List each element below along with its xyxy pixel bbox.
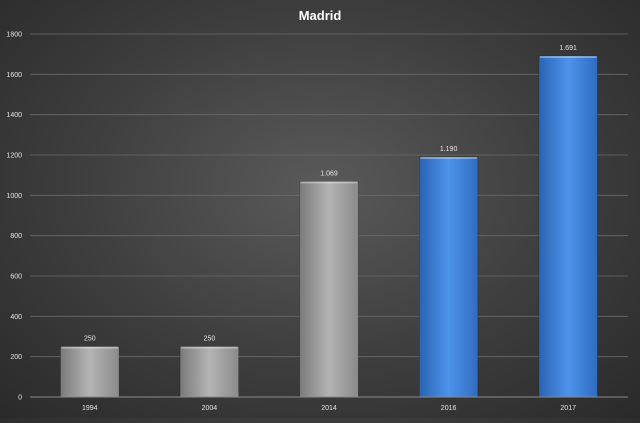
bar-2014 [299, 181, 359, 398]
x-tick-label: 2017 [560, 405, 576, 412]
bar-highlight [420, 157, 477, 160]
bar-2004 [179, 346, 240, 398]
data-label: 1.190 [440, 146, 458, 153]
bar-highlight [300, 181, 358, 184]
bar-highlight [181, 346, 238, 349]
bar-highlight [61, 346, 119, 349]
y-axis-ticks: 0 200 400 600 800 1000 1200 1400 1600 1800 [6, 32, 22, 402]
bar-2016 [418, 156, 479, 398]
y-tick-label: 0 [18, 395, 22, 402]
y-tick-label: 1000 [6, 193, 22, 200]
y-tick-label: 600 [10, 274, 22, 281]
x-axis-ticks: 1994 2004 2014 2016 2017 [82, 405, 576, 412]
bar-highlight [539, 55, 597, 58]
bar-1994 [60, 346, 120, 398]
y-tick-label: 1400 [6, 112, 22, 119]
data-label: 1.069 [320, 170, 338, 177]
data-label: 250 [84, 336, 96, 343]
x-tick-label: 2014 [321, 405, 337, 412]
bar-2017 [538, 55, 598, 398]
x-tick-label: 2004 [202, 405, 218, 412]
y-tick-label: 1200 [6, 153, 22, 160]
chart-title: Madrid [299, 8, 342, 23]
y-tick-label: 1800 [6, 32, 22, 39]
y-tick-label: 1600 [6, 72, 22, 79]
data-labels: 250 250 1.069 1.190 1.691 [84, 45, 577, 343]
y-tick-label: 200 [10, 354, 22, 361]
bars [60, 55, 598, 398]
y-tick-label: 400 [10, 314, 22, 321]
x-tick-label: 2016 [441, 405, 457, 412]
y-tick-label: 800 [10, 233, 22, 240]
data-label: 1.691 [559, 45, 577, 52]
x-tick-label: 1994 [82, 405, 98, 412]
data-label: 250 [204, 336, 216, 343]
